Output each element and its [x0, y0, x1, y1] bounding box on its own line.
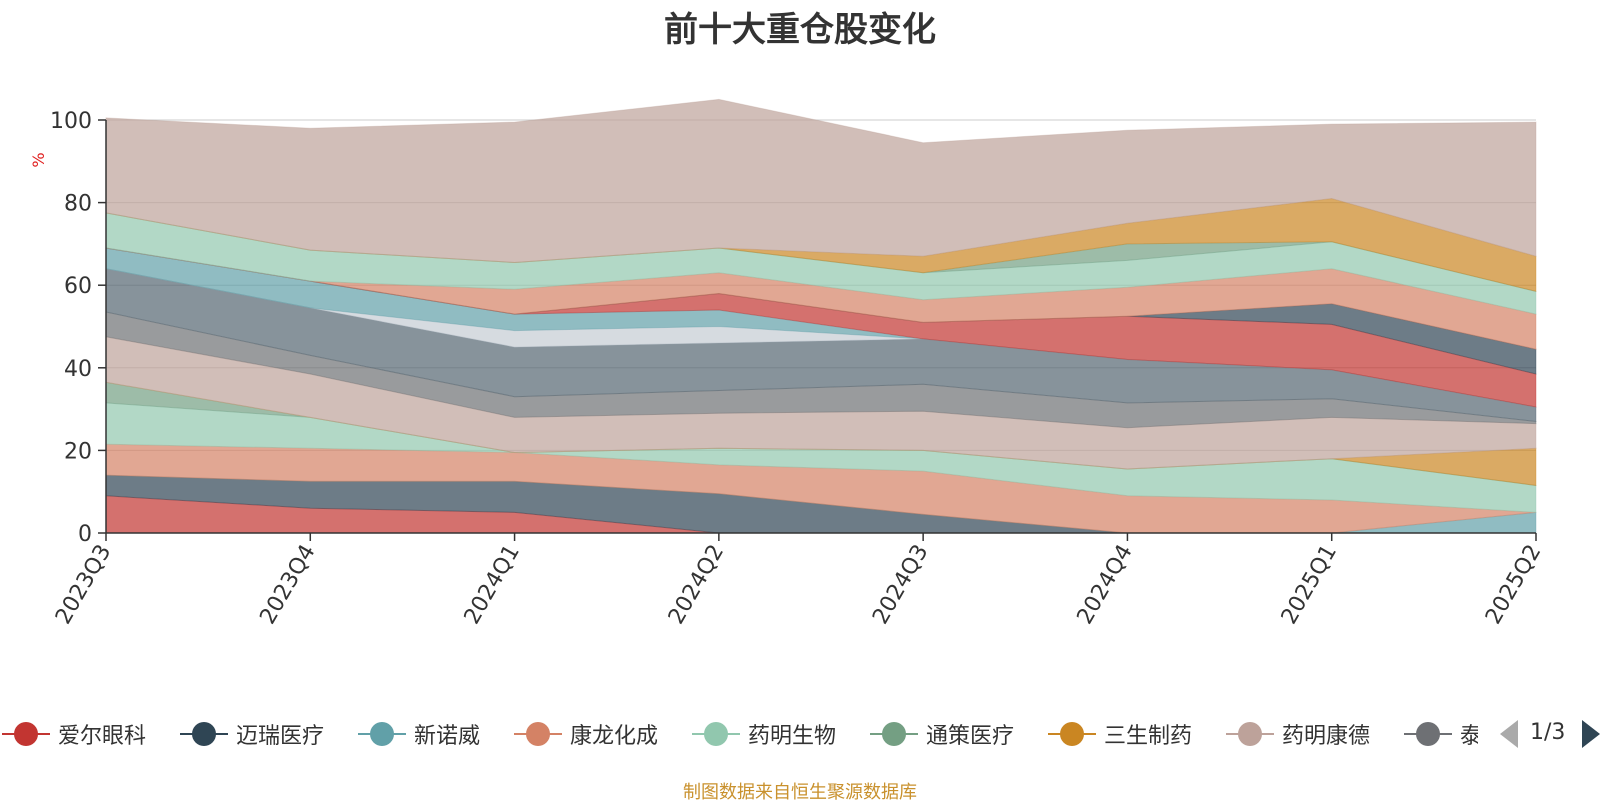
x-tick-label: 2025Q2	[1481, 541, 1546, 629]
legend-marker-icon	[1402, 712, 1454, 756]
y-tick-label: 20	[64, 439, 92, 464]
legend-label: 爱尔眼科	[58, 724, 147, 749]
legend-item[interactable]: 通策医疗	[868, 712, 1014, 756]
legend-marker-icon	[868, 712, 920, 756]
legend-label: 康龙化成	[570, 724, 659, 749]
legend-marker-icon	[512, 712, 564, 756]
area-layer	[105, 98, 1537, 534]
legend-item[interactable]: 泰格医药	[1402, 712, 1478, 756]
legend-label: 药明生物	[748, 724, 837, 749]
legend-marker-icon	[690, 712, 742, 756]
x-tick-label: 2024Q3	[868, 541, 933, 629]
legend-item[interactable]: 康龙化成	[512, 712, 658, 756]
y-tick-label: 100	[50, 109, 92, 134]
legend-label: 迈瑞医疗	[236, 724, 325, 749]
page-indicator: 1/3	[1530, 720, 1566, 745]
y-tick-label: 40	[64, 357, 92, 382]
legend-marker-icon	[356, 712, 408, 756]
legend-label: 三生制药	[1104, 724, 1193, 749]
area-series-9[interactable]	[105, 311, 1537, 429]
legend-label: 泰格医药	[1460, 724, 1478, 749]
legend-item[interactable]: 药明康德	[1224, 712, 1370, 756]
legend-items: 爱尔眼科迈瑞医疗新诺威康龙化成药明生物通策医疗三生制药药明康德泰格医药恒瑞医药百…	[0, 712, 1478, 756]
next-page-icon[interactable]	[1582, 720, 1600, 748]
legend-item[interactable]: 药明生物	[690, 712, 836, 756]
chart-title: 前十大重仓股变化	[664, 10, 936, 50]
legend-marker-icon	[1224, 712, 1276, 756]
area-series-19[interactable]	[105, 98, 1537, 264]
legend-item[interactable]: 迈瑞医疗	[178, 712, 324, 756]
source-note: 制图数据来自恒生聚源数据库	[683, 782, 917, 803]
legend-marker-icon	[178, 712, 230, 756]
x-tick-label: 2024Q2	[664, 541, 729, 629]
legend-label: 药明康德	[1282, 724, 1371, 749]
prev-page-icon[interactable]	[1500, 720, 1518, 748]
legend-label: 新诺威	[414, 724, 481, 749]
legend: 爱尔眼科迈瑞医疗新诺威康龙化成药明生物通策医疗三生制药药明康德泰格医药恒瑞医药百…	[0, 712, 1600, 756]
y-axis-label: %	[29, 152, 48, 167]
legend-item[interactable]: 爱尔眼科	[0, 712, 146, 756]
area-series-3[interactable]	[105, 474, 1537, 534]
y-tick-label: 80	[64, 192, 92, 217]
y-tick-label: 0	[78, 522, 92, 547]
area-series-5[interactable]	[105, 402, 1537, 513]
legend-item[interactable]: 三生制药	[1046, 712, 1192, 756]
area-series-4[interactable]	[105, 443, 1537, 534]
y-tick-label: 60	[64, 274, 92, 299]
x-tick-label: 2025Q1	[1277, 541, 1342, 629]
legend-marker-icon	[0, 712, 52, 756]
legend-marker-icon	[1046, 712, 1098, 756]
x-tick-label: 2023Q3	[51, 541, 116, 629]
legend-item[interactable]: 新诺威	[356, 712, 480, 756]
legend-pager: 1/3	[1500, 712, 1600, 756]
legend-label: 通策医疗	[926, 724, 1015, 749]
x-tick-label: 2023Q4	[255, 541, 320, 629]
x-tick-label: 2024Q4	[1073, 541, 1138, 629]
x-tick-label: 2024Q1	[460, 541, 525, 629]
